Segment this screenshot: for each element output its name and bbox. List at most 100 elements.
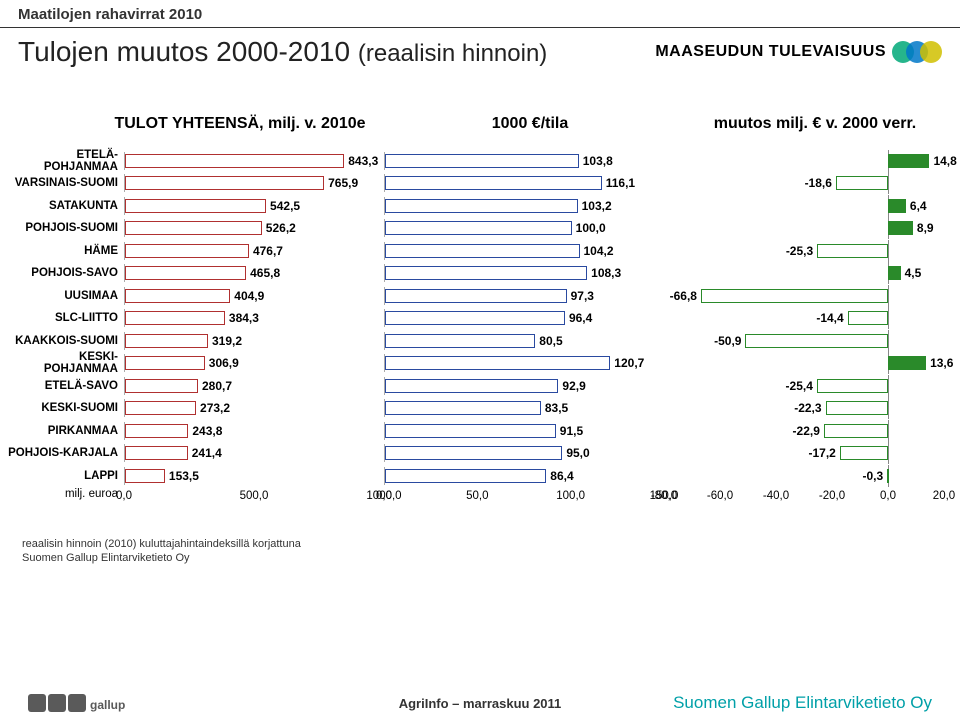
category-label: POHJOIS-KARJALA xyxy=(8,447,124,459)
col1-value-label: 243,8 xyxy=(192,424,222,438)
col2-value-label: 120,7 xyxy=(614,356,644,370)
chart-row: KESKI-POHJANMAA 306,9 120,7 13,6 xyxy=(8,353,952,374)
col1-cell: 542,5 xyxy=(124,197,384,215)
col3-bar xyxy=(887,469,889,483)
title-row: Tulojen muutos 2000-2010 (reaalisin hinn… xyxy=(18,36,942,68)
col2-cell: 100,0 xyxy=(384,219,664,237)
chart-row: HÄME476,7104,2-25,3 xyxy=(8,240,952,261)
col1-cell: 465,8 xyxy=(124,264,384,282)
col2-cell: 103,2 xyxy=(384,197,664,215)
chart-row: KAAKKOIS-SUOMI319,280,5-50,9 xyxy=(8,330,952,351)
tns-box-icon xyxy=(68,694,86,712)
col1-cell: 319,2 xyxy=(124,332,384,350)
col2-bar xyxy=(385,401,541,415)
col2-bar xyxy=(385,311,565,325)
col2-value-label: 86,4 xyxy=(550,469,573,483)
col2-value-label: 92,9 xyxy=(562,379,585,393)
col1-cell: 765,9 xyxy=(124,174,384,192)
col1-bar xyxy=(125,334,208,348)
category-label: POHJOIS-SUOMI xyxy=(8,222,124,234)
col3-cell: 4,5 xyxy=(664,264,944,282)
col3-cell: 13,6 xyxy=(664,354,944,372)
chart-row: PIRKANMAA243,891,5-22,9 xyxy=(8,420,952,441)
col3-cell: -22,9 xyxy=(664,422,944,440)
col3-cell: -18,6 xyxy=(664,174,944,192)
col3-bar xyxy=(888,221,913,235)
axis-tick-label: -40,0 xyxy=(763,490,789,502)
col2-value-label: 97,3 xyxy=(571,289,594,303)
col3-value-label: -25,3 xyxy=(786,244,813,258)
col1-cell: 280,7 xyxy=(124,377,384,395)
col3-bar xyxy=(840,446,888,460)
col1-bar xyxy=(125,469,165,483)
category-label: VARSINAIS-SUOMI xyxy=(8,177,124,189)
axis-row: milj. euroa0,0500,01000,00,050,0100,0150… xyxy=(8,488,952,510)
category-label: SLC-LIITTO xyxy=(8,312,124,324)
col3-value-label: -18,6 xyxy=(805,176,832,190)
col3-bar xyxy=(817,379,888,393)
tns-box-icon xyxy=(48,694,66,712)
col1-value-label: 306,9 xyxy=(209,356,239,370)
col1-value-label: 526,2 xyxy=(266,221,296,235)
col2-bar xyxy=(385,469,546,483)
col2-cell: 120,7 xyxy=(384,354,664,372)
zero-line xyxy=(888,330,889,352)
col2-cell: 80,5 xyxy=(384,332,664,350)
col2-bar xyxy=(385,266,587,280)
page-title: Tulojen muutos 2000-2010 (reaalisin hinn… xyxy=(18,36,547,68)
col1-value-label: 280,7 xyxy=(202,379,232,393)
col2-bar xyxy=(385,379,558,393)
col3-bar xyxy=(888,154,929,168)
col2-value-label: 103,8 xyxy=(583,154,613,168)
col2-bar xyxy=(385,154,579,168)
col3-cell: -0,3 xyxy=(664,467,944,485)
col3-cell: 14,8 xyxy=(664,152,944,170)
col2-cell: 108,3 xyxy=(384,264,664,282)
axis-tick-label: -60,0 xyxy=(707,490,733,502)
col1-cell: 404,9 xyxy=(124,287,384,305)
category-label: KESKI-POHJANMAA xyxy=(8,351,124,375)
col1-bar xyxy=(125,401,196,415)
col1-bar xyxy=(125,289,230,303)
col3-bar xyxy=(888,356,926,370)
col1-value-label: 241,4 xyxy=(192,446,222,460)
axis-tick-label: -80,0 xyxy=(651,490,677,502)
col3-bar xyxy=(817,244,888,258)
chart-row: VARSINAIS-SUOMI765,9116,1-18,6 xyxy=(8,173,952,194)
col2-cell: 103,8 xyxy=(384,152,664,170)
col1-bar xyxy=(125,244,249,258)
col2-bar xyxy=(385,221,572,235)
col3-value-label: -0,3 xyxy=(862,469,883,483)
col1-bar xyxy=(125,424,188,438)
col2-cell: 96,4 xyxy=(384,309,664,327)
tns-box-icon xyxy=(28,694,46,712)
axis-tick-label: 0,0 xyxy=(880,490,896,502)
col1-value-label: 476,7 xyxy=(253,244,283,258)
col2-value-label: 95,0 xyxy=(566,446,589,460)
footer: gallup AgriInfo – marraskuu 2011 Suomen … xyxy=(0,682,960,728)
col1-bar xyxy=(125,356,205,370)
col1-cell: 306,9 xyxy=(124,354,384,372)
col3-value-label: 14,8 xyxy=(933,154,956,168)
category-label: KESKI-SUOMI xyxy=(8,402,124,414)
col2-axis: 0,050,0100,0150,0 xyxy=(384,488,664,510)
col2-cell: 92,9 xyxy=(384,377,664,395)
brand-icon xyxy=(892,41,942,63)
col3-cell: 6,4 xyxy=(664,197,944,215)
header-band: Maatilojen rahavirrat 2010 xyxy=(0,0,960,28)
col3-value-label: 13,6 xyxy=(930,356,953,370)
col1-cell: 476,7 xyxy=(124,242,384,260)
col2-value-label: 83,5 xyxy=(545,401,568,415)
col1-axis: 0,0500,01000,0 xyxy=(124,488,384,510)
col3-value-label: -66,8 xyxy=(670,289,697,303)
title-paren: (reaalisin hinnoin) xyxy=(358,40,547,67)
axis-tick-label: 50,0 xyxy=(466,490,488,502)
chart-area: ETELÄ-POHJANMAA843,3103,814,8VARSINAIS-S… xyxy=(8,150,952,530)
category-label: UUSIMAA xyxy=(8,290,124,302)
col1-bar xyxy=(125,199,266,213)
col3-axis: -80,0-60,0-40,0-20,00,020,0 xyxy=(664,488,944,510)
category-label: PIRKANMAA xyxy=(8,425,124,437)
col1-value-label: 319,2 xyxy=(212,334,242,348)
col3-value-label: -50,9 xyxy=(714,334,741,348)
axis-tick-label: 0,0 xyxy=(116,490,132,502)
